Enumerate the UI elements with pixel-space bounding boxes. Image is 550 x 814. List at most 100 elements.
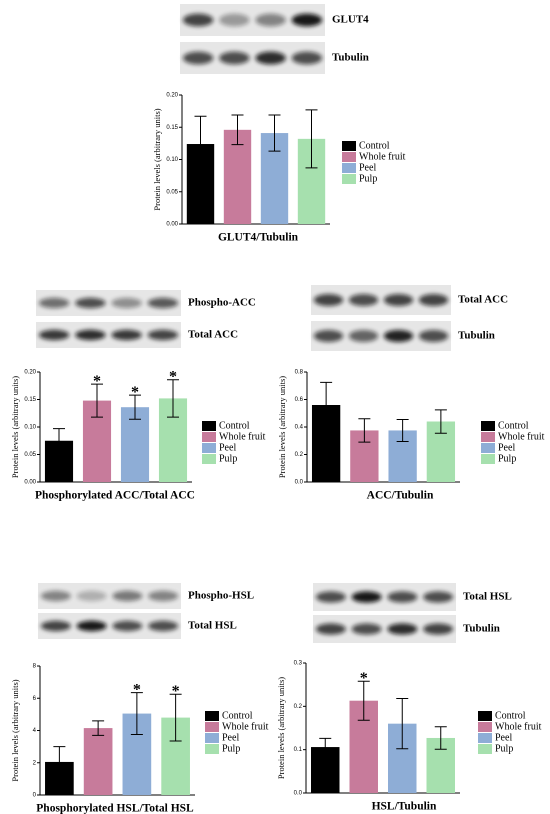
legend-label: Control: [495, 710, 526, 721]
y-tick-label: 0.15: [24, 397, 36, 403]
blot-band: [111, 329, 142, 341]
legend-swatch: [205, 711, 219, 721]
blot-label: Phospho-HSL: [188, 590, 254, 602]
error-bar: [320, 381, 333, 429]
legend-swatch: [478, 744, 492, 754]
blot-band: [423, 623, 454, 635]
legend-swatch: [205, 722, 219, 732]
legend-label: Control: [359, 140, 390, 151]
legend-swatch: [478, 722, 492, 732]
y-tick-label: 0.8: [295, 370, 304, 376]
y-tick-label: 0.3: [294, 661, 303, 667]
x-axis-label: GLUT4/Tubulin: [218, 232, 299, 244]
y-tick-label: 0.2: [295, 452, 304, 458]
error-bar: [319, 737, 332, 757]
blot-band: [313, 294, 344, 306]
legend-swatch: [202, 454, 216, 464]
y-axis-label: Protein levels (arbitrary units): [10, 376, 20, 478]
legend-label: Peel: [219, 442, 236, 453]
blot-band: [219, 51, 250, 65]
legend-label: Whole fruit: [359, 151, 406, 162]
blot-band: [111, 297, 142, 309]
y-tick-label: 6: [33, 696, 37, 702]
blot-band: [147, 329, 179, 341]
y-tick-label: 0: [33, 793, 37, 799]
y-axis-label: Protein levels (arbitrary units): [277, 376, 287, 478]
legend-label: Pulp: [219, 453, 237, 464]
blot-band: [423, 591, 454, 603]
blot-band: [351, 623, 382, 635]
error-bar: [129, 394, 141, 420]
blot-band: [219, 13, 250, 27]
blot-band: [351, 591, 382, 603]
legend-label: Peel: [359, 162, 376, 173]
significance-star: *: [131, 384, 139, 401]
y-tick-label: 0.15: [166, 125, 178, 131]
y-tick-label: 0.4: [295, 425, 304, 431]
legend-label: Pulp: [359, 173, 377, 184]
legend-label: Peel: [495, 732, 512, 743]
error-bar: [396, 418, 409, 442]
blot-label: Total ACC: [458, 294, 508, 306]
legend-swatch: [478, 733, 492, 743]
y-tick-label: 0.0: [294, 791, 303, 797]
error-bar: [357, 680, 370, 721]
blot-band: [148, 620, 179, 632]
blot-band: [182, 13, 214, 27]
blot-label: GLUT4: [332, 14, 369, 26]
error-bar: [434, 409, 447, 434]
blot-label: Tubulin: [463, 623, 500, 635]
x-axis-label: ACC/Tubulin: [367, 490, 434, 502]
error-bar: [194, 115, 207, 173]
blot-label: Total ACC: [188, 329, 238, 341]
error-bar: [53, 428, 65, 454]
blot-band: [291, 51, 323, 65]
y-tick-label: 8: [33, 664, 37, 670]
error-bar: [396, 698, 409, 750]
blot-band: [255, 13, 286, 27]
legend-swatch: [202, 432, 216, 442]
y-tick-label: 0.10: [166, 157, 178, 163]
significance-star: *: [360, 670, 368, 687]
blot-band: [112, 620, 143, 632]
significance-star: *: [93, 373, 101, 390]
blot-band: [75, 329, 106, 341]
blot-band: [383, 294, 414, 306]
blot-band: [75, 297, 106, 309]
blot-band: [291, 13, 323, 27]
legend-label: Whole fruit: [495, 721, 542, 732]
blot-band: [40, 590, 71, 602]
legend-label: Pulp: [498, 453, 516, 464]
error-bar: [169, 693, 182, 742]
blot-band: [147, 297, 179, 309]
legend-label: Peel: [222, 732, 239, 743]
legend-swatch: [481, 443, 495, 453]
blot-band: [182, 51, 214, 65]
legend-swatch: [481, 454, 495, 464]
x-axis-label: Phosphorylated ACC/Total ACC: [35, 490, 195, 502]
y-tick-label: 0.1: [294, 747, 303, 753]
legend-label: Whole fruit: [498, 431, 545, 442]
y-tick-label: 0.2: [294, 704, 303, 710]
legend-swatch: [202, 421, 216, 431]
blot-band: [387, 591, 418, 603]
y-tick-label: 0.05: [166, 189, 178, 195]
significance-star: *: [133, 681, 141, 698]
legend-label: Pulp: [222, 743, 240, 754]
legend-label: Pulp: [495, 743, 513, 754]
legend-swatch: [202, 443, 216, 453]
blot-band: [40, 620, 71, 632]
y-axis-label: Protein levels (arbitrary units): [10, 679, 20, 781]
legend-label: Peel: [498, 442, 515, 453]
x-axis-label: HSL/Tubulin: [372, 801, 437, 813]
y-tick-label: 4: [33, 728, 37, 734]
blot-label: Phospho-ACC: [188, 297, 256, 309]
error-bar: [130, 692, 143, 736]
legend-swatch: [342, 152, 356, 162]
significance-star: *: [169, 368, 177, 385]
legend-swatch: [481, 432, 495, 442]
error-bar: [91, 383, 103, 418]
y-tick-label: 2: [33, 760, 37, 766]
blot-band: [315, 623, 346, 635]
